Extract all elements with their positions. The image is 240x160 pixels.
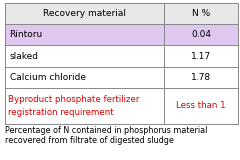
- Text: slaked: slaked: [10, 52, 39, 60]
- Text: 1.17: 1.17: [191, 52, 211, 60]
- Text: 0.04: 0.04: [191, 30, 211, 39]
- Text: Less than 1: Less than 1: [176, 101, 226, 110]
- Text: Byproduct phosphate fertilizer: Byproduct phosphate fertilizer: [8, 95, 140, 104]
- Text: 1.78: 1.78: [191, 73, 211, 82]
- Text: Percentage of N contained in phosphorus material
recovered from filtrate of dige: Percentage of N contained in phosphorus …: [5, 126, 207, 145]
- Text: Rintoru: Rintoru: [10, 30, 43, 39]
- Bar: [5, 45, 238, 67]
- Bar: [5, 88, 238, 124]
- Text: registration requirement: registration requirement: [8, 108, 114, 117]
- Text: Calcium chloride: Calcium chloride: [10, 73, 86, 82]
- Bar: [5, 67, 238, 88]
- Bar: [5, 3, 238, 24]
- Text: Recovery material: Recovery material: [43, 9, 126, 18]
- Text: N %: N %: [192, 9, 210, 18]
- Bar: [5, 24, 238, 45]
